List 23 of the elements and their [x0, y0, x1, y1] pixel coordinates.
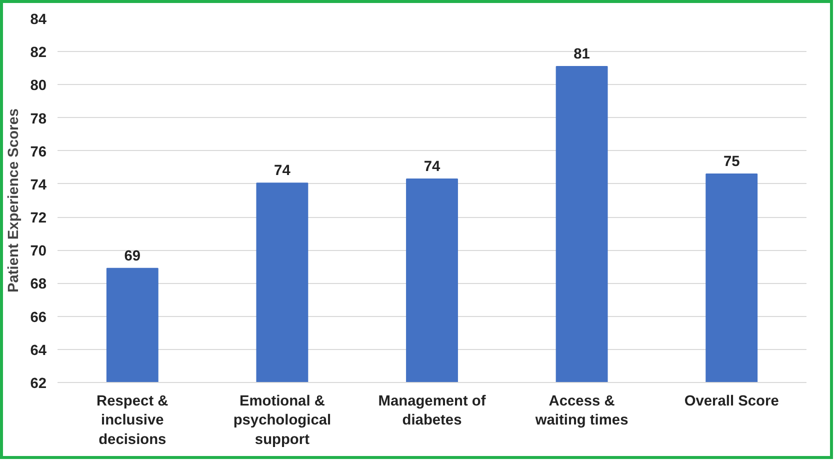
x-tick-label: Overall Score [684, 394, 779, 410]
y-tick-label: 68 [30, 276, 47, 293]
x-tick-label: Access & waiting times [534, 394, 628, 429]
data-label: 74 [424, 158, 441, 175]
y-tick-label: 62 [30, 376, 47, 392]
x-tick-label: Respect & inclusive decisions [96, 394, 169, 448]
y-axis-title: Patient Experience Scores [6, 108, 22, 293]
data-label: 75 [723, 154, 740, 170]
y-tick-label: 84 [30, 12, 48, 28]
y-tick-label: 80 [30, 78, 47, 94]
x-tick-label: Emotional & psychological support [233, 394, 332, 448]
y-tick-label: 70 [30, 244, 47, 260]
y-tick-label: 74 [30, 177, 48, 194]
y-tick-label: 76 [30, 144, 47, 160]
y-tick-label: 82 [30, 45, 47, 62]
data-label: 74 [274, 163, 292, 180]
y-tick-label: 66 [30, 310, 47, 326]
y-tick-label: 78 [30, 111, 47, 128]
data-label: 69 [124, 248, 141, 264]
x-tick-label: Management of diabetes [378, 394, 486, 429]
y-tick-label: 72 [30, 210, 47, 227]
data-label: 81 [574, 46, 590, 62]
y-tick-label: 64 [30, 342, 48, 359]
